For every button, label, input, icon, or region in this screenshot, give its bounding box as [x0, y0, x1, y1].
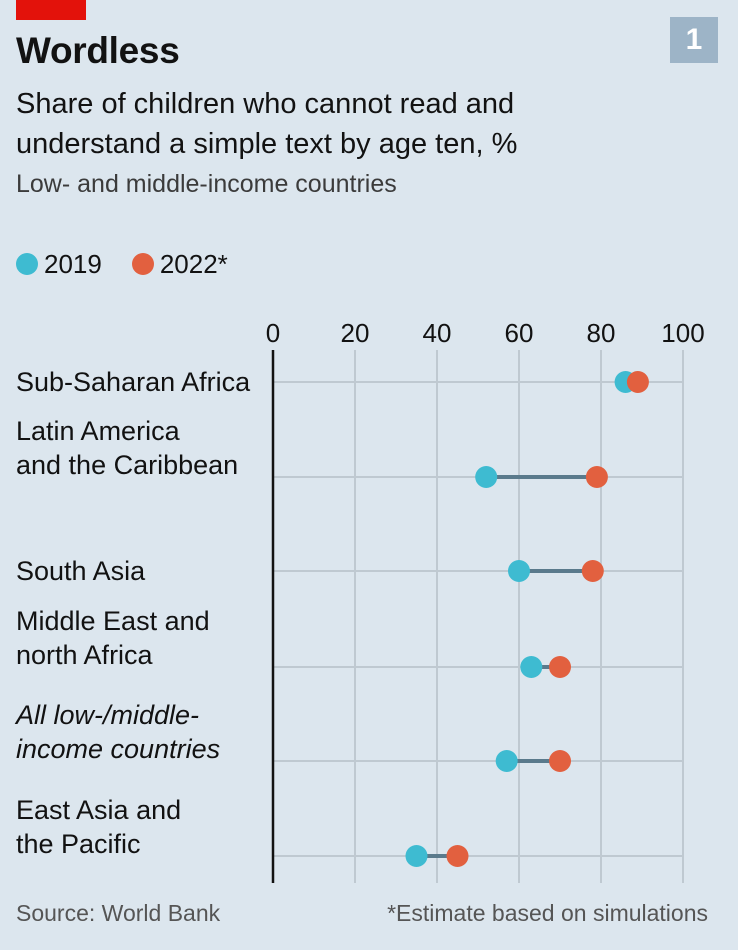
dumbbell-chart: 0 20 40 60 80 100 Sub-Saharan Africa Latin Amer…	[14, 318, 705, 883]
dot-2022-1	[585, 466, 608, 488]
brand-tag	[16, 0, 86, 20]
source-note: Source: World Bank	[16, 900, 221, 926]
dot-2022-5	[446, 845, 469, 867]
dot-2019-2	[508, 560, 530, 582]
category-label-1-line-0: Latin America	[16, 416, 181, 446]
legend-dot-2019	[16, 253, 38, 275]
footnote: *Estimate based on simulations	[387, 900, 708, 926]
category-label-5-line-1: the Pacific	[16, 829, 141, 859]
category-label-1-line-1: and the Caribbean	[16, 450, 238, 480]
category-label-4-line-0: All low-/middle-	[14, 700, 199, 730]
dot-2022-2	[581, 560, 604, 582]
chart-title: Wordless	[16, 30, 180, 71]
legend-dot-2022	[131, 253, 154, 275]
dot-2019-3	[520, 656, 543, 678]
category-label-2-line-0: South Asia	[16, 556, 146, 586]
x-tick-label-60: 60	[505, 318, 534, 348]
legend-label-2022: 2022*	[159, 248, 228, 279]
chart-scope-note: Low- and middle-income countries	[16, 170, 397, 198]
x-tick-label-100: 100	[661, 318, 704, 348]
legend-item-2022: 2022*	[131, 248, 228, 280]
dot-2022-3	[549, 656, 571, 678]
legend: 2019 2022*	[16, 244, 258, 284]
legend-label-2019: 2019	[44, 248, 102, 279]
legend-item-2019: 2019	[16, 249, 102, 280]
category-label-4-line-1: income countries	[16, 734, 220, 764]
dot-2019-5	[405, 845, 428, 867]
dot-2022-0	[626, 371, 649, 393]
x-tick-label-40: 40	[423, 318, 452, 348]
chart-subtitle: Share of children who cannot read and un…	[16, 88, 518, 160]
dot-2019-1	[475, 466, 498, 488]
category-label-3-line-0: Middle East and	[16, 606, 210, 636]
category-label-5-line-0: East Asia and	[16, 795, 181, 825]
dot-2019-4	[495, 750, 518, 772]
dot-2022-4	[549, 750, 571, 772]
category-label-0-line-0: Sub-Saharan Africa	[16, 367, 251, 397]
x-tick-label-80: 80	[587, 318, 616, 348]
x-tick-label-20: 20	[341, 318, 370, 348]
chart-number-badge: 1	[670, 17, 718, 63]
x-tick-label-0: 0	[266, 318, 280, 348]
category-label-3-line-1: north Africa	[16, 640, 154, 670]
